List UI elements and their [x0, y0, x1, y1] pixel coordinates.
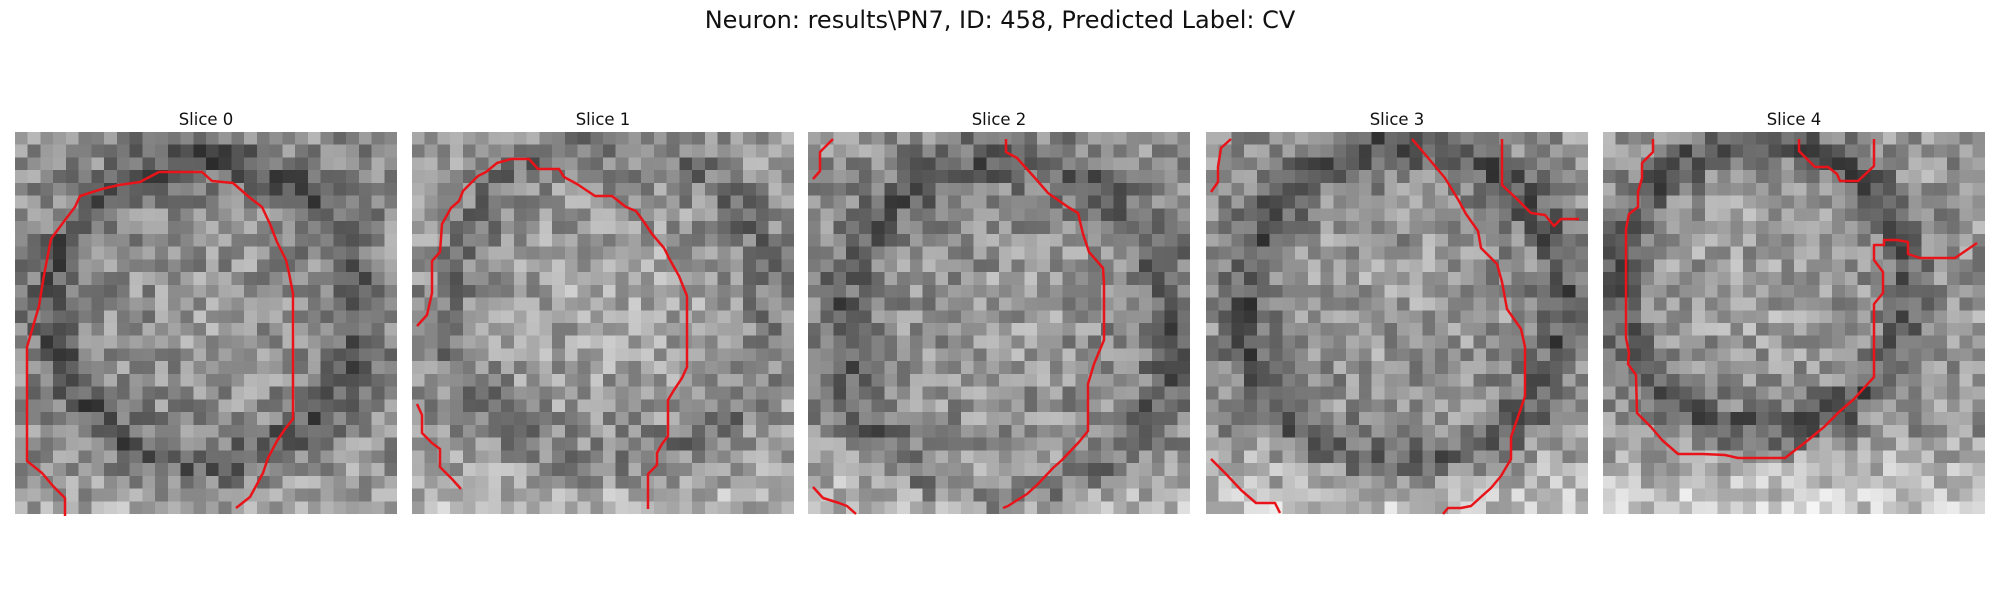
slice-panel-2: Slice 2	[808, 108, 1190, 515]
slice-title: Slice 1	[575, 110, 631, 129]
slice-panel-3: Slice 3	[1206, 108, 1588, 515]
figure-title: Neuron: results\PN7, ID: 458, Predicted …	[704, 6, 1296, 34]
slice-panel-4: Slice 4	[1603, 108, 1985, 514]
slice-title: Slice 0	[178, 110, 234, 129]
slice-panel-0: Slice 0	[15, 108, 397, 516]
slice-title: Slice 4	[1766, 110, 1822, 129]
slice-image	[412, 132, 794, 514]
slice-image	[1206, 132, 1588, 514]
slice-title: Slice 3	[1369, 110, 1425, 129]
slice-image	[808, 132, 1190, 514]
slice-image	[15, 132, 397, 514]
slice-title: Slice 2	[971, 110, 1027, 129]
slice-image	[1603, 132, 1985, 514]
slice-panel-1: Slice 1	[412, 108, 794, 514]
